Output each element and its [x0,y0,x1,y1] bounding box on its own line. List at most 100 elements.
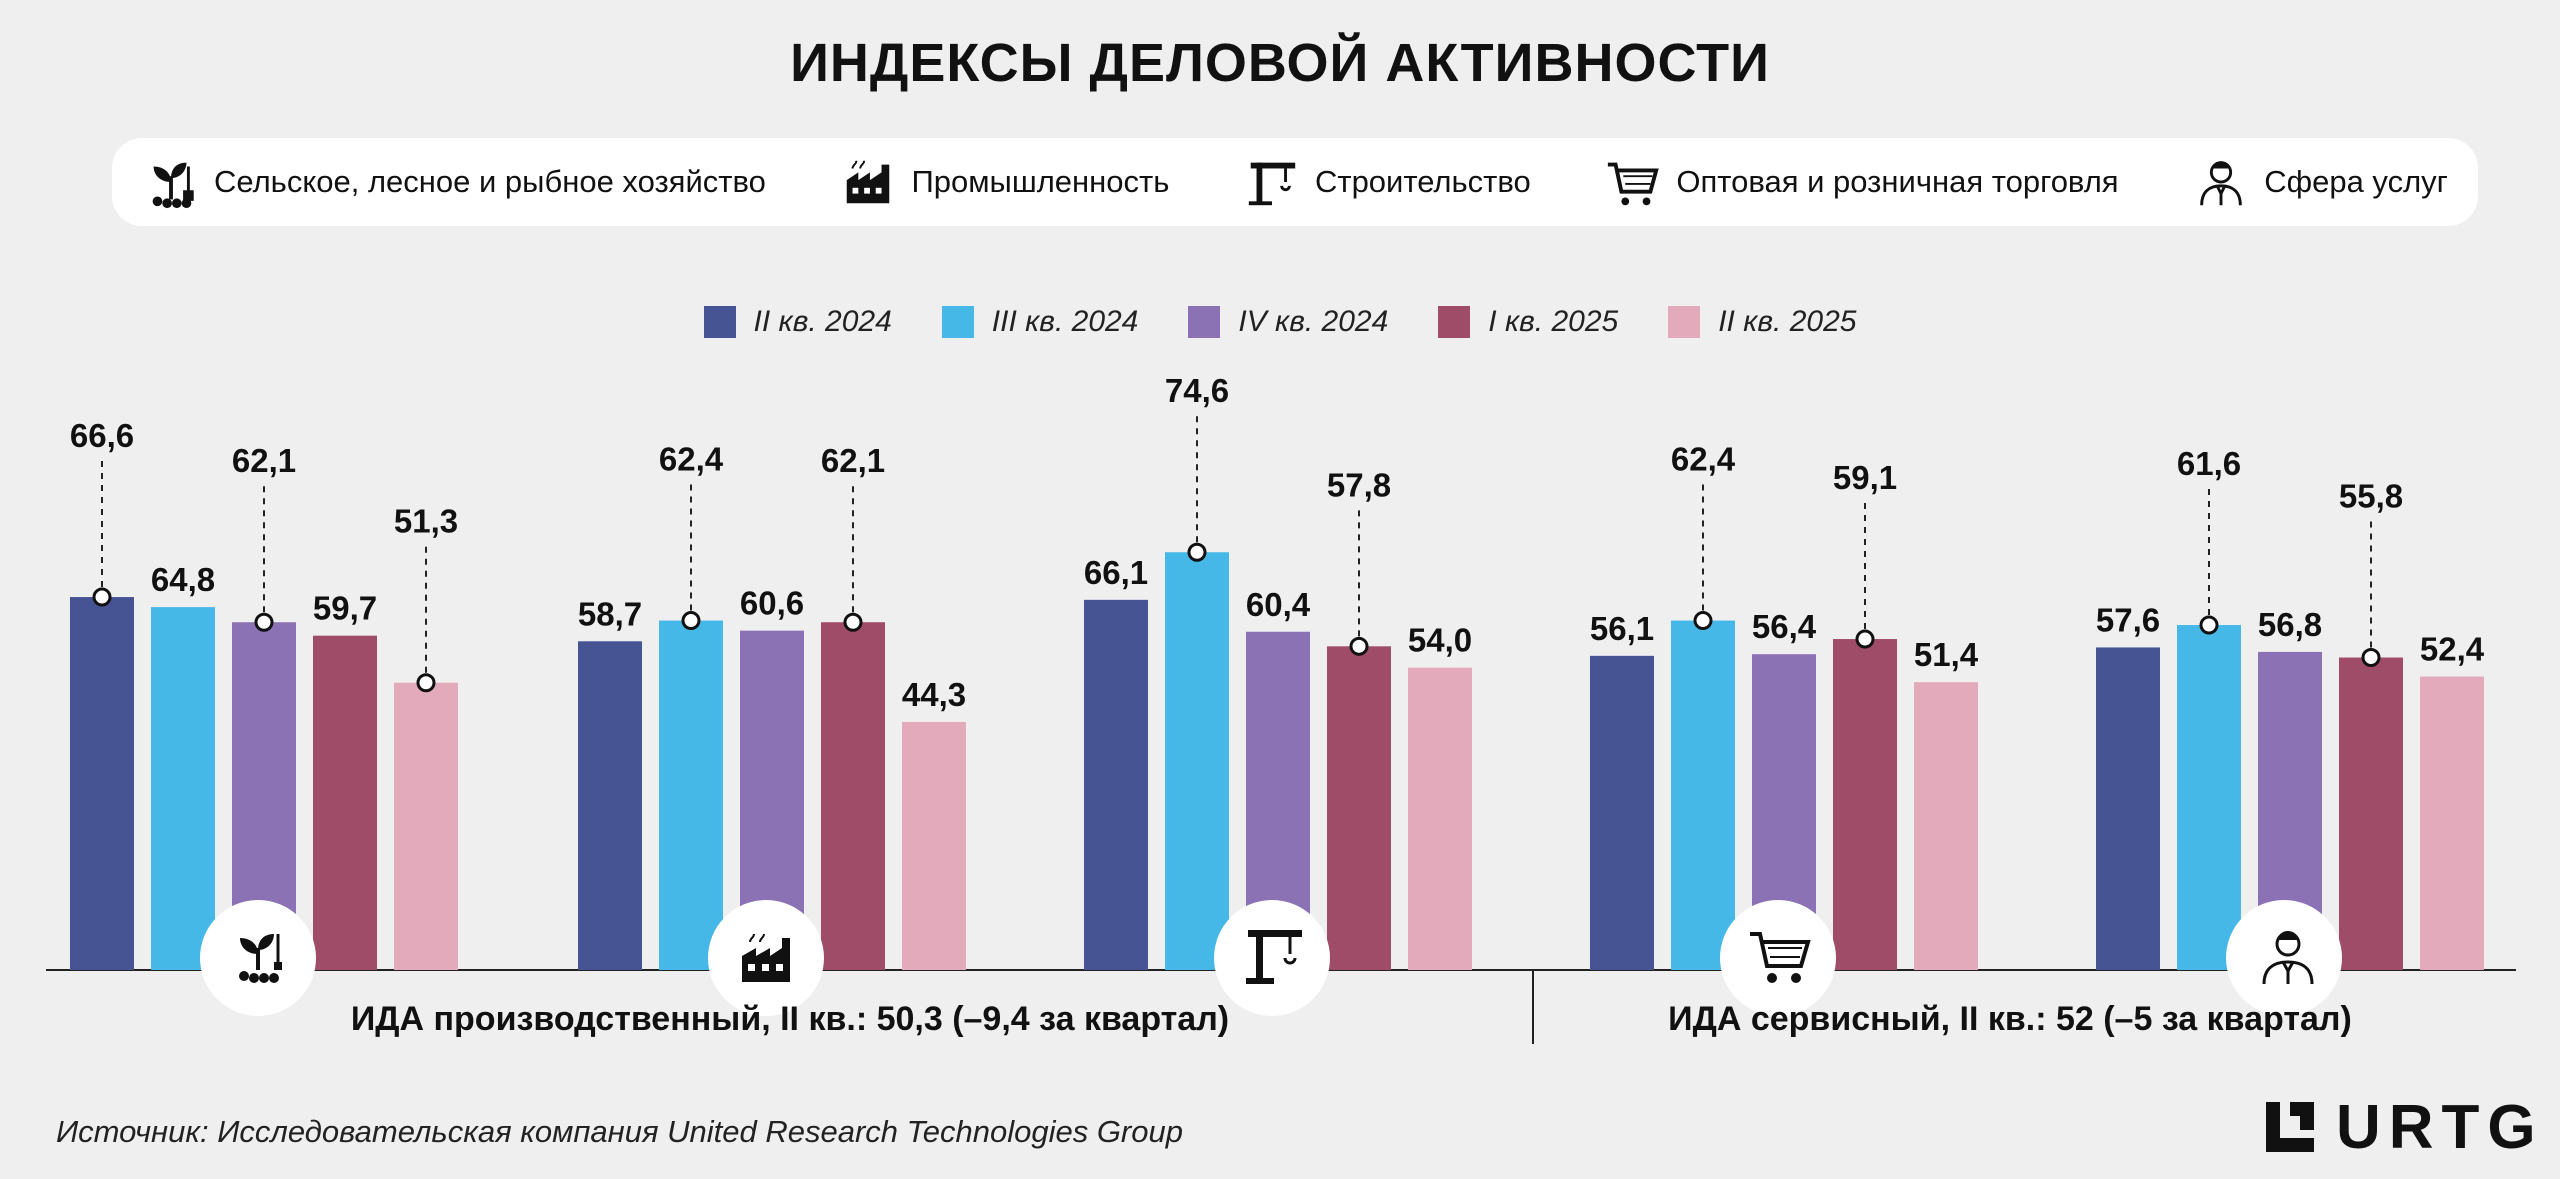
sector-label: Оптовая и розничная торговля [1676,164,2119,199]
bar [2420,676,2484,970]
callout-dot [1349,636,1369,656]
data-label: 62,4 [1671,441,1736,478]
bar [2339,657,2403,970]
bar [902,721,966,970]
crane-icon [1246,930,1302,984]
sector-label: Промышленность [911,164,1170,199]
callout-dot [1187,542,1207,562]
logo-text: URTG [2336,1092,2544,1162]
bar [2096,647,2160,970]
data-label: 55,8 [2339,478,2403,515]
data-label: 56,8 [2258,606,2322,643]
data-label: 57,6 [2096,601,2160,638]
sector-label: Сфера услуг [2264,164,2448,199]
data-label: 60,6 [740,585,804,622]
legend-item: II кв. 2024 [703,305,892,339]
legend-swatch [941,306,974,338]
worker-icon [2262,931,2314,985]
page-title: ИНДЕКСЫ ДЕЛОВОЙ АКТИВНОСТИ [790,33,1770,93]
cart-icon [1608,162,1660,206]
legend-swatch [703,306,736,338]
callout-dot [2199,615,2219,635]
legend-swatch [1188,306,1221,338]
data-label: 58,7 [578,595,642,632]
bar [151,607,215,970]
legend-label: IV кв. 2024 [1238,305,1389,338]
data-label: 56,1 [1590,610,1654,647]
bar [394,682,458,970]
bar [1671,620,1735,970]
sector-industry: Промышленность [839,153,1169,211]
source-note: Источник: Исследовательская компания Uni… [56,1114,1183,1149]
icon-badge [2226,900,2342,1016]
callout-dot [254,612,274,632]
data-label: 74,6 [1165,372,1229,409]
data-label: 64,8 [151,561,215,598]
bar [1914,682,1978,970]
data-label: 51,3 [394,503,458,540]
bar [1165,552,1229,970]
factory-icon [742,933,790,982]
callout-dot [92,587,112,607]
sector-label: Строительство [1314,164,1531,199]
bar [1327,646,1391,970]
crane-icon [1248,162,1296,206]
sector-services: Сфера услуг [2192,153,2448,211]
data-label: 66,1 [1084,554,1148,591]
group-label-services: ИДА сервисный, II кв.: 52 (–5 за квартал… [1668,1000,2352,1038]
callout-dot [416,673,436,693]
data-label: 66,6 [70,417,134,454]
data-label: 56,4 [1752,608,1817,645]
callout-dot [681,611,701,631]
data-label: 51,4 [1914,636,1979,673]
logo: URTG [2262,1092,2544,1162]
bar [1408,667,1472,970]
bar [1084,599,1148,970]
data-label: 60,4 [1246,586,1311,623]
group-label-production: ИДА производственный, II кв.: 50,3 (–9,4… [350,1000,1230,1038]
data-label: 57,8 [1327,466,1391,503]
legend-item: III кв. 2024 [941,305,1139,339]
callout-dot [843,612,863,632]
bar [659,620,723,970]
bar [2177,625,2241,970]
data-label: 52,4 [2420,631,2485,668]
sector-trade: Оптовая и розничная торговля [1604,153,2119,211]
data-label: 54,0 [1408,622,1472,659]
worker-icon [2200,161,2242,206]
data-label: 59,7 [313,590,377,627]
cart-icon [1750,932,1811,983]
factory-icon [847,160,890,204]
icon-badge [1214,900,1330,1016]
urtg-logo-icon [2266,1102,2314,1152]
legend-label: III кв. 2024 [991,305,1139,338]
data-label: 61,6 [2177,445,2241,482]
bar [821,622,885,970]
plant-icon [239,934,282,983]
data-label: 59,1 [1833,459,1897,496]
sector-legend: Сельское, лесное и рыбное хозяйство Пром… [112,138,2478,226]
legend-label: II кв. 2024 [753,305,892,338]
legend-item: II кв. 2025 [1668,305,1856,339]
sector-construction: Строительство [1243,153,1531,211]
callout-dot [1855,629,1875,649]
legend-swatch [1668,306,1701,338]
legend-swatch [1438,306,1471,338]
bar [1590,655,1654,970]
legend-label: I кв. 2025 [1488,305,1619,338]
sector-label: Сельское, лесное и рыбное хозяйство [214,164,766,199]
bar [578,641,642,970]
plant-icon [152,162,194,209]
legend-item: IV кв. 2024 [1188,305,1388,339]
sector-agriculture: Сельское, лесное и рыбное хозяйство [142,153,766,211]
data-label: 62,1 [232,442,296,479]
callout-dot [1693,611,1713,631]
legend-item: I кв. 2025 [1438,305,1618,339]
data-label: 62,1 [821,442,885,479]
legend-label: II кв. 2025 [1718,305,1857,338]
chart-legend: II кв. 2024 III кв. 2024 IV кв. 2024 I кв. … [0,300,2560,344]
data-label: 44,3 [902,676,966,713]
bar [1833,639,1897,970]
callout-dot [2361,648,2381,668]
